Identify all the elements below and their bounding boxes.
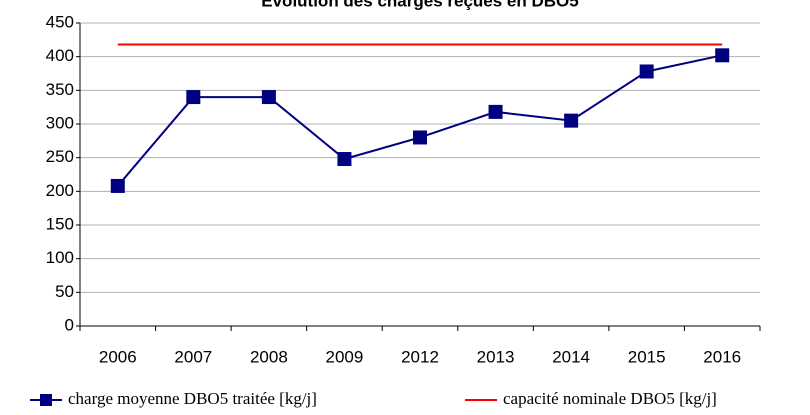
y-tick-label: 300 (46, 113, 74, 132)
point (261, 90, 276, 105)
x-tick-label: 2016 (703, 347, 741, 366)
y-tick-label: 350 (46, 80, 74, 99)
y-tick-label: 450 (46, 12, 74, 31)
x-tick-label: 2012 (401, 347, 439, 366)
x-tick-label: 2009 (326, 347, 364, 366)
y-tick-label: 200 (46, 181, 74, 200)
point (564, 113, 579, 128)
legend-label: charge moyenne DBO5 traitée [kg/j] (68, 389, 317, 408)
y-tick-label: 50 (55, 282, 74, 301)
legend-label: capacité nominale DBO5 [kg/j] (503, 389, 717, 408)
chart-title: Evolution des charges reçues en DBO5 (261, 0, 578, 10)
y-tick-label: 400 (46, 46, 74, 65)
point (110, 178, 125, 193)
point (715, 48, 730, 63)
point (639, 64, 654, 79)
legend-marker (40, 394, 52, 406)
x-tick-label: 2007 (174, 347, 212, 366)
x-tick-label: 2015 (628, 347, 666, 366)
y-tick-label: 250 (46, 147, 74, 166)
x-tick-label: 2006 (99, 347, 137, 366)
x-tick-label: 2014 (552, 347, 590, 366)
point (186, 90, 201, 105)
point (337, 152, 352, 167)
point (413, 130, 427, 145)
x-tick-label: 2013 (477, 347, 515, 366)
series-line (117, 54, 723, 187)
y-tick-label: 150 (46, 214, 74, 233)
y-tick-label: 100 (46, 248, 74, 267)
x-tick-label: 2008 (250, 347, 288, 366)
y-tick-label: 0 (65, 315, 74, 334)
point (488, 104, 503, 119)
